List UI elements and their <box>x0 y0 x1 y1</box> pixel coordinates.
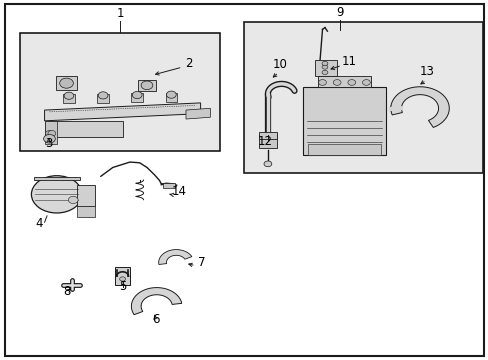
Circle shape <box>60 78 73 88</box>
Polygon shape <box>315 60 336 76</box>
Polygon shape <box>77 206 95 217</box>
Circle shape <box>332 80 340 85</box>
Text: 2: 2 <box>184 57 192 70</box>
Text: 13: 13 <box>419 65 434 78</box>
Polygon shape <box>303 87 385 155</box>
Circle shape <box>322 65 327 69</box>
Circle shape <box>264 161 271 167</box>
Polygon shape <box>162 183 175 188</box>
Text: 12: 12 <box>257 135 272 148</box>
Bar <box>20 33 220 151</box>
Text: 4: 4 <box>35 217 42 230</box>
Text: 1: 1 <box>116 7 123 20</box>
Circle shape <box>322 61 327 66</box>
Polygon shape <box>44 103 200 121</box>
Text: 11: 11 <box>341 55 356 68</box>
Circle shape <box>43 134 55 143</box>
Polygon shape <box>259 132 276 139</box>
Text: 7: 7 <box>198 256 205 269</box>
Circle shape <box>166 91 176 98</box>
Circle shape <box>64 92 74 99</box>
Polygon shape <box>259 135 276 148</box>
Circle shape <box>120 277 125 281</box>
Text: 5: 5 <box>119 280 126 293</box>
Bar <box>244 22 483 173</box>
Text: 14: 14 <box>171 185 186 198</box>
Circle shape <box>362 80 369 85</box>
Polygon shape <box>307 144 380 155</box>
Text: 3: 3 <box>45 137 52 150</box>
Text: 6: 6 <box>152 313 159 326</box>
Polygon shape <box>44 121 122 137</box>
Polygon shape <box>165 93 177 102</box>
Polygon shape <box>44 121 57 144</box>
Polygon shape <box>159 249 191 265</box>
Polygon shape <box>131 93 143 102</box>
Polygon shape <box>63 94 75 103</box>
Circle shape <box>318 80 326 85</box>
Text: 10: 10 <box>272 58 287 71</box>
Polygon shape <box>115 267 130 285</box>
Polygon shape <box>138 80 156 91</box>
Circle shape <box>322 70 327 75</box>
Text: 8: 8 <box>62 285 70 298</box>
Circle shape <box>98 92 108 99</box>
Polygon shape <box>185 108 210 119</box>
Circle shape <box>132 91 142 99</box>
Circle shape <box>141 81 153 90</box>
Polygon shape <box>131 288 182 315</box>
Polygon shape <box>97 94 109 103</box>
Text: 9: 9 <box>335 6 343 19</box>
Circle shape <box>68 196 78 203</box>
Circle shape <box>45 131 53 136</box>
Polygon shape <box>56 76 77 90</box>
Circle shape <box>31 176 82 213</box>
Polygon shape <box>317 76 370 87</box>
Polygon shape <box>34 177 80 180</box>
Polygon shape <box>77 185 95 206</box>
Circle shape <box>48 131 56 136</box>
Circle shape <box>347 80 355 85</box>
Polygon shape <box>390 87 448 127</box>
